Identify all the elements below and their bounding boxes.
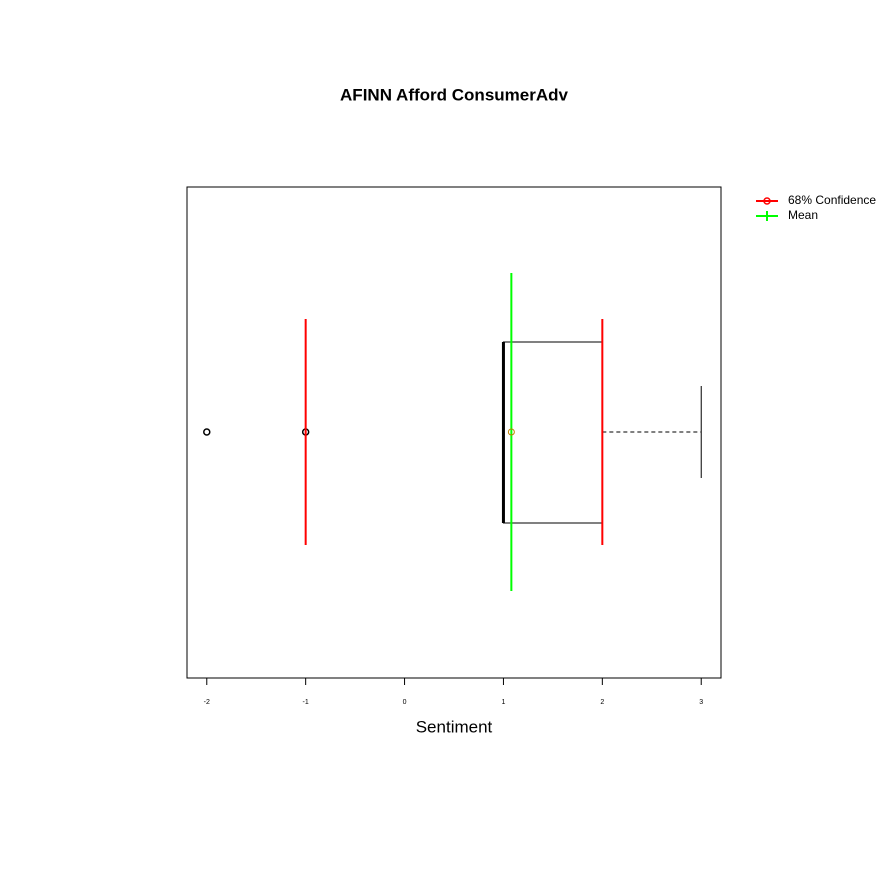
x-tick-label: 1 — [501, 699, 505, 706]
x-tick-label: 3 — [699, 699, 703, 706]
outlier — [203, 428, 211, 436]
box — [502, 341, 603, 524]
legend-label: 68% Confidence — [788, 193, 876, 207]
legend-label: Mean — [788, 208, 818, 222]
plot-frame — [186, 186, 722, 679]
x-tick-label: 0 — [403, 699, 407, 706]
chart-title: AFINN Afford ConsumerAdv — [340, 85, 568, 104]
x-tick-label: 2 — [600, 699, 604, 706]
x-tick-label: -2 — [204, 699, 210, 706]
mean-point — [507, 428, 515, 436]
legend-symbol — [763, 197, 771, 205]
x-axis-label: Sentiment — [416, 717, 493, 736]
x-tick-label: -1 — [303, 699, 309, 706]
